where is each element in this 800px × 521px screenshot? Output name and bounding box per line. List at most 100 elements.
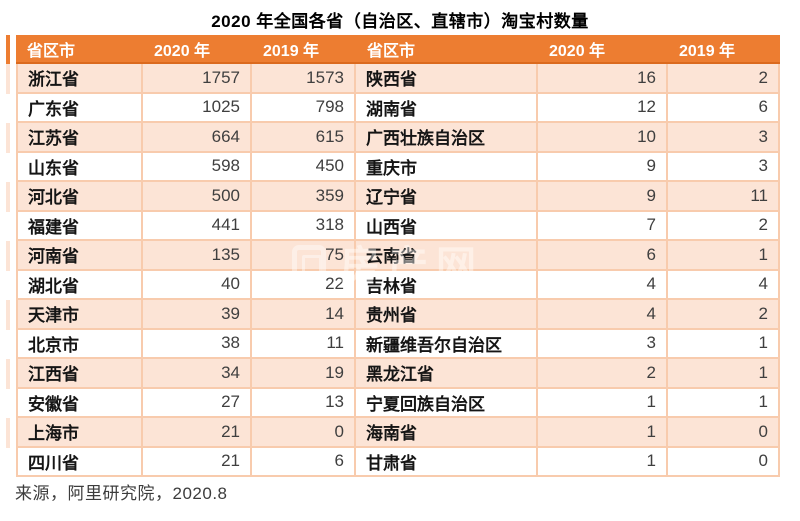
table-row: 江西省 34 19 黑龙江省 2 1 xyxy=(16,359,780,389)
figure-title: 2020 年全国各省（自治区、直辖市）淘宝村数量 xyxy=(211,12,589,31)
province-cell: 安徽省 xyxy=(16,388,143,418)
header-province-left: 省区市 xyxy=(27,42,76,60)
value-cell: 27 xyxy=(143,388,252,418)
value-cell: 21 xyxy=(143,447,252,477)
left-edge-strip xyxy=(6,35,10,477)
value-cell: 4 xyxy=(538,270,668,300)
province-cell: 河南省 xyxy=(16,241,143,271)
table-row: 福建省 441 318 山西省 7 2 xyxy=(16,211,780,241)
strip-segment xyxy=(6,123,10,153)
province-cell: 黑龙江省 xyxy=(356,359,538,389)
strip-segment xyxy=(6,447,10,477)
value-cell: 34 xyxy=(143,359,252,389)
strip-segment xyxy=(6,359,10,389)
value-cell: 615 xyxy=(252,123,356,153)
value-cell: 1025 xyxy=(143,93,252,123)
value-cell: 318 xyxy=(252,211,356,241)
header-province-right: 省区市 xyxy=(367,42,416,60)
province-cell: 上海市 xyxy=(16,418,143,448)
province-cell: 山东省 xyxy=(16,152,143,182)
value-cell: 22 xyxy=(252,270,356,300)
strip-segment xyxy=(6,329,10,359)
province-cell: 新疆维吾尔自治区 xyxy=(356,329,538,359)
value-cell: 2 xyxy=(538,359,668,389)
value-cell: 1573 xyxy=(252,64,356,94)
value-cell: 1 xyxy=(538,388,668,418)
strip-segment xyxy=(6,270,10,300)
province-cell: 重庆市 xyxy=(356,152,538,182)
table-row: 北京市 38 11 新疆维吾尔自治区 3 1 xyxy=(16,329,780,359)
table-row: 四川省 21 6 甘肃省 1 0 xyxy=(16,447,780,477)
value-cell: 9 xyxy=(538,182,668,212)
value-cell: 39 xyxy=(143,300,252,330)
strip-segment xyxy=(6,300,10,330)
value-cell: 0 xyxy=(668,418,780,448)
value-cell: 21 xyxy=(143,418,252,448)
value-cell: 11 xyxy=(252,329,356,359)
taobao-village-table: 省区市 2020 年 2019 年 省区市 2020 年 2019 年 浙江省 1… xyxy=(16,35,780,477)
value-cell: 1 xyxy=(668,241,780,271)
table-row: 广东省 1025 798 湖南省 12 6 xyxy=(16,93,780,123)
value-cell: 1 xyxy=(538,418,668,448)
source-note: 来源，阿里研究院，2020.8 xyxy=(15,484,228,503)
value-cell: 4 xyxy=(538,300,668,330)
value-cell: 40 xyxy=(143,270,252,300)
value-cell: 1 xyxy=(538,447,668,477)
table-row: 河北省 500 359 辽宁省 9 11 xyxy=(16,182,780,212)
table-row: 上海市 21 0 海南省 1 0 xyxy=(16,418,780,448)
value-cell: 19 xyxy=(252,359,356,389)
header-2019-left: 2019 年 xyxy=(263,42,320,60)
province-cell: 江西省 xyxy=(16,359,143,389)
province-cell: 陕西省 xyxy=(356,64,538,94)
table-body: 浙江省 1757 1573 陕西省 16 2 广东省 1025 798 湖南省 12 6 江苏省 664 6… xyxy=(16,64,780,477)
value-cell: 500 xyxy=(143,182,252,212)
value-cell: 6 xyxy=(538,241,668,271)
value-cell: 3 xyxy=(668,123,780,153)
value-cell: 0 xyxy=(252,418,356,448)
strip-segment xyxy=(6,388,10,418)
value-cell: 75 xyxy=(252,241,356,271)
value-cell: 9 xyxy=(538,152,668,182)
table-row: 山东省 598 450 重庆市 9 3 xyxy=(16,152,780,182)
strip-segment xyxy=(6,152,10,182)
province-cell: 山西省 xyxy=(356,211,538,241)
value-cell: 1757 xyxy=(143,64,252,94)
value-cell: 38 xyxy=(143,329,252,359)
value-cell: 14 xyxy=(252,300,356,330)
strip-segment xyxy=(6,64,10,94)
province-cell: 湖南省 xyxy=(356,93,538,123)
province-cell: 甘肃省 xyxy=(356,447,538,477)
header-2020-right: 2020 年 xyxy=(549,42,606,60)
value-cell: 6 xyxy=(252,447,356,477)
province-cell: 北京市 xyxy=(16,329,143,359)
value-cell: 12 xyxy=(538,93,668,123)
province-cell: 云南省 xyxy=(356,241,538,271)
value-cell: 13 xyxy=(252,388,356,418)
province-cell: 宁夏回族自治区 xyxy=(356,388,538,418)
value-cell: 11 xyxy=(668,182,780,212)
value-cell: 450 xyxy=(252,152,356,182)
value-cell: 7 xyxy=(538,211,668,241)
province-cell: 辽宁省 xyxy=(356,182,538,212)
value-cell: 359 xyxy=(252,182,356,212)
province-cell: 四川省 xyxy=(16,447,143,477)
value-cell: 10 xyxy=(538,123,668,153)
strip-segment xyxy=(6,418,10,448)
province-cell: 湖北省 xyxy=(16,270,143,300)
value-cell: 3 xyxy=(668,152,780,182)
province-cell: 吉林省 xyxy=(356,270,538,300)
province-cell: 广西壮族自治区 xyxy=(356,123,538,153)
strip-segment xyxy=(6,241,10,271)
table-row: 湖北省 40 22 吉林省 4 4 xyxy=(16,270,780,300)
strip-segment xyxy=(6,211,10,241)
value-cell: 798 xyxy=(252,93,356,123)
table-row: 河南省 135 75 云南省 6 1 xyxy=(16,241,780,271)
province-cell: 贵州省 xyxy=(356,300,538,330)
value-cell: 3 xyxy=(538,329,668,359)
value-cell: 0 xyxy=(668,447,780,477)
province-cell: 河北省 xyxy=(16,182,143,212)
value-cell: 1 xyxy=(668,359,780,389)
table-header-row: 省区市 2020 年 2019 年 省区市 2020 年 2019 年 xyxy=(16,35,780,64)
header-2019-right: 2019 年 xyxy=(679,42,736,60)
